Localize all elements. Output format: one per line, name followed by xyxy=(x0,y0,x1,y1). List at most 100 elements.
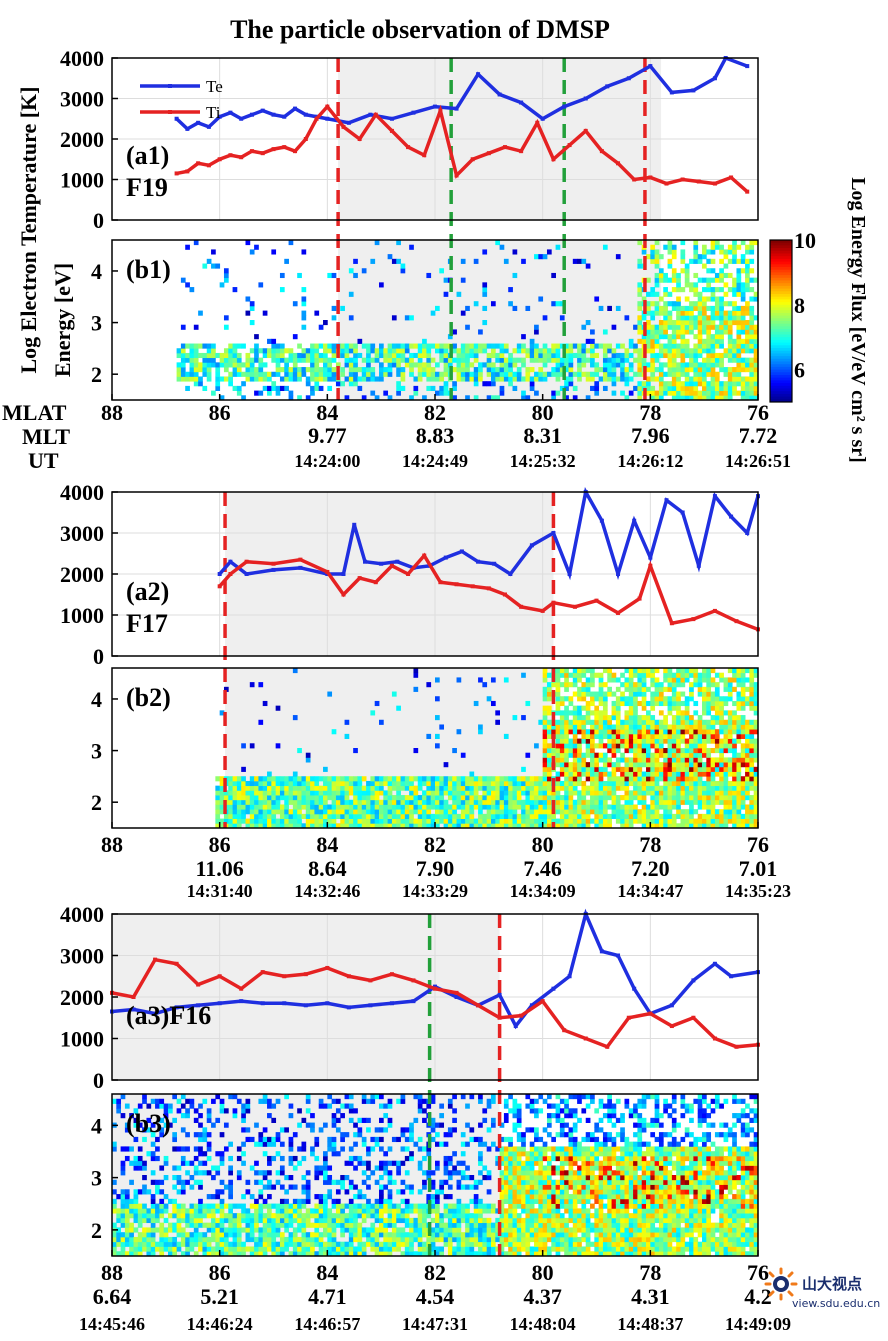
spectrogram-cell xyxy=(383,809,389,815)
spectrogram-cell xyxy=(542,254,548,260)
spectrogram-cell xyxy=(112,1179,117,1185)
spectrogram-cell xyxy=(667,700,673,707)
spectrogram-cell xyxy=(568,790,574,796)
spectrogram-cell xyxy=(417,780,423,787)
spectrogram-cell xyxy=(555,668,561,674)
spectrogram-cell xyxy=(693,258,699,264)
spectrogram-cell xyxy=(585,809,591,815)
spectrogram-cell xyxy=(495,357,500,363)
spectrogram-cell xyxy=(323,352,328,359)
spectrogram-cell xyxy=(663,291,668,297)
spectrogram-cell xyxy=(137,1213,143,1219)
spectrogram-cell xyxy=(271,785,277,791)
spectrogram-cell xyxy=(745,338,750,344)
spectrogram-cell xyxy=(671,348,677,354)
spectrogram-cell xyxy=(318,352,324,359)
spectrogram-cell xyxy=(323,371,328,377)
spectrogram-cell xyxy=(344,395,350,401)
spectrogram-cell xyxy=(542,766,548,772)
spectrogram-cell xyxy=(112,1222,117,1228)
spectrogram-cell xyxy=(430,823,436,829)
spectrogram-cell xyxy=(671,729,677,735)
spectrogram-cell xyxy=(650,705,656,711)
spectrogram-cell xyxy=(258,371,264,377)
spectrogram-cell xyxy=(288,371,294,377)
spectrogram-cell xyxy=(258,1098,264,1104)
spectrogram-cell xyxy=(590,343,595,349)
series-point-te xyxy=(228,559,233,564)
spectrogram-cell xyxy=(646,804,651,810)
spectrogram-cell xyxy=(633,776,638,782)
spectrogram-cell xyxy=(663,813,668,819)
spectrogram-cell xyxy=(422,823,427,829)
spectrogram-cell xyxy=(624,818,630,824)
spectrogram-cell xyxy=(706,682,712,688)
spectrogram-cell xyxy=(258,1251,264,1257)
mlat-tick-label: 86 xyxy=(209,832,231,857)
spectrogram-cell xyxy=(430,367,436,373)
spectrogram-cell xyxy=(607,668,612,674)
series-point-ti xyxy=(572,604,577,609)
spectrogram-cell xyxy=(391,348,397,354)
spectrogram-cell xyxy=(292,799,298,805)
spectrogram-cell xyxy=(271,1222,277,1228)
spectrogram-cell xyxy=(206,348,212,354)
spectrogram-cell xyxy=(546,733,552,739)
spectrogram-cell xyxy=(602,376,608,382)
spectrogram-cell xyxy=(189,1213,195,1219)
spectrogram-cell xyxy=(697,371,703,377)
spectrogram-cell xyxy=(245,1103,251,1109)
spectrogram-cell xyxy=(159,1165,165,1171)
spectrogram-cell xyxy=(628,766,634,772)
spectrogram-cell xyxy=(745,752,750,758)
spectrogram-cell xyxy=(745,320,750,326)
spectrogram-cell xyxy=(637,813,643,819)
spectrogram-cell xyxy=(348,371,354,377)
temperature-tick-label: 2000 xyxy=(60,127,104,152)
spectrogram-cell xyxy=(348,348,354,354)
spectrogram-cell xyxy=(689,329,694,335)
spectrogram-cell xyxy=(267,338,272,344)
spectrogram-cell xyxy=(305,1217,311,1224)
spectrogram-cell xyxy=(469,376,475,382)
spectrogram-cell xyxy=(120,1198,126,1204)
spectrogram-cell xyxy=(258,719,264,725)
spectrogram-cell xyxy=(275,818,281,824)
series-point-te xyxy=(519,100,524,105)
spectrogram-cell xyxy=(353,799,358,805)
spectrogram-cell xyxy=(611,357,617,363)
spectrogram-cell xyxy=(577,362,582,368)
spectrogram-cell xyxy=(689,672,694,678)
spectrogram-cell xyxy=(555,348,561,354)
spectrogram-cell xyxy=(275,352,281,359)
spectrogram-cell xyxy=(633,682,638,688)
spectrogram-cell xyxy=(297,357,302,363)
spectrogram-cell xyxy=(120,1213,126,1219)
spectrogram-cell xyxy=(482,818,488,824)
spectrogram-cell xyxy=(478,724,483,730)
spectrogram-cell xyxy=(331,809,337,815)
spectrogram-cell xyxy=(749,296,755,302)
spectrogram-cell xyxy=(706,338,712,344)
spectrogram-cell xyxy=(516,795,522,801)
spectrogram-cell xyxy=(219,799,225,805)
spectrogram-cell xyxy=(719,677,724,683)
spectrogram-cell xyxy=(727,343,733,349)
spectrogram-cell xyxy=(676,813,681,819)
spectrogram-cell xyxy=(456,729,462,735)
spectrogram-cell xyxy=(150,1203,156,1209)
spectrogram-cell xyxy=(671,371,677,377)
spectrogram-cell xyxy=(732,771,737,777)
spectrogram-cell xyxy=(223,813,229,819)
spectrogram-cell xyxy=(331,348,337,354)
spectrogram-cell xyxy=(624,762,630,768)
spectrogram-cell xyxy=(288,240,294,246)
spectrogram-cell xyxy=(180,1241,186,1247)
spectrogram-cell xyxy=(228,818,233,824)
spectrogram-cell xyxy=(409,367,414,373)
spectrogram-cell xyxy=(719,367,724,373)
spectrogram-cell xyxy=(447,780,453,787)
spectrogram-cell xyxy=(663,748,668,754)
spectrogram-cell xyxy=(723,272,729,279)
spectrogram-cell xyxy=(211,1232,216,1238)
